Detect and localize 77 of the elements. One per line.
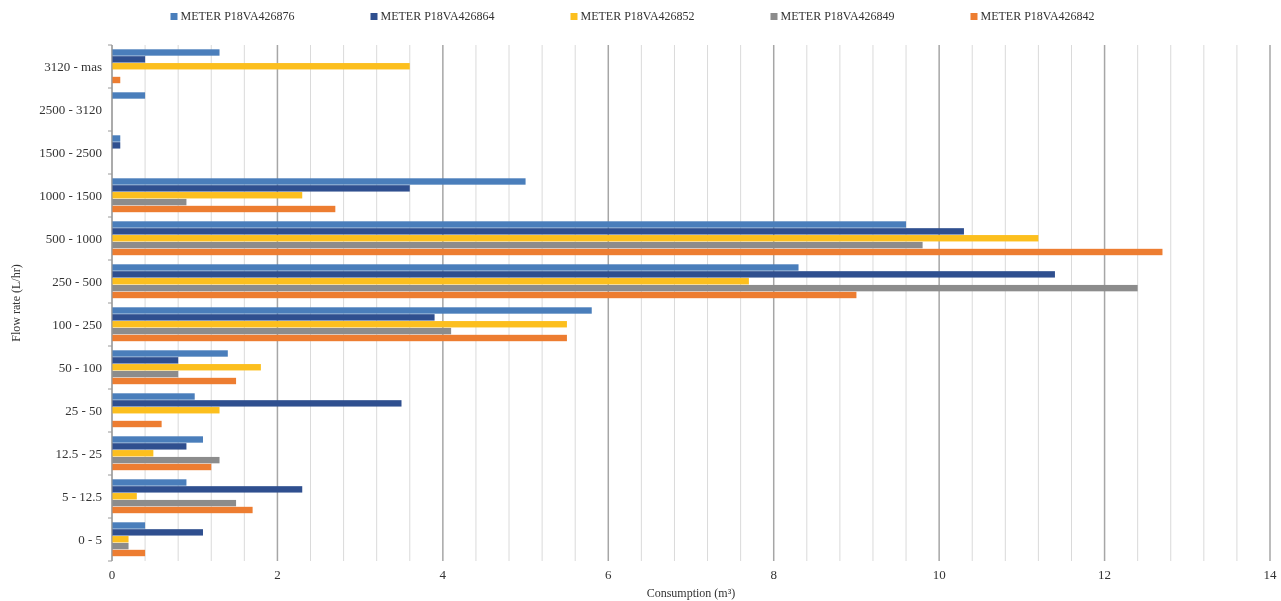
- bar: [112, 185, 410, 192]
- x-tick-label: 2: [274, 567, 281, 582]
- bar: [112, 493, 137, 500]
- y-tick-label: 25 - 50: [65, 403, 102, 419]
- bar: [112, 241, 923, 249]
- bar: [112, 92, 146, 99]
- y-tick-label: 100 - 250: [52, 317, 102, 333]
- bar: [112, 278, 749, 285]
- y-tick-label: 12.5 - 25: [55, 446, 102, 462]
- bar: [112, 221, 907, 228]
- bar: [112, 49, 220, 56]
- bar: [112, 264, 799, 271]
- bar: [112, 499, 237, 507]
- bar: [112, 479, 187, 486]
- bar: [112, 450, 154, 457]
- bar: [112, 56, 146, 63]
- bar: [112, 284, 1138, 292]
- legend-label: METER P18VA426849: [780, 9, 895, 23]
- legend-label: METER P18VA426864: [380, 9, 495, 23]
- x-tick-label: 6: [605, 567, 613, 582]
- bar: [112, 235, 1039, 242]
- bar: [112, 135, 121, 142]
- y-tick-label: 500 - 1000: [45, 231, 102, 247]
- legend-label: METER P18VA426852: [580, 9, 695, 23]
- bar: [112, 529, 203, 536]
- y-tick-label: 1000 - 1500: [39, 188, 102, 204]
- bar: [112, 456, 220, 464]
- bar: [112, 463, 212, 471]
- x-axis-title: Consumption (m³): [646, 586, 736, 600]
- y-tick-label: 50 - 100: [58, 360, 102, 376]
- bar: [112, 486, 303, 493]
- bar: [112, 393, 195, 400]
- bar: [112, 400, 402, 407]
- bar: [112, 357, 179, 364]
- y-axis-title: Flow rate (L/hr): [9, 264, 23, 342]
- x-tick-label: 12: [1098, 567, 1112, 582]
- bar: [112, 506, 253, 514]
- bar: [112, 321, 567, 328]
- bar: [112, 307, 592, 314]
- bar: [112, 228, 964, 235]
- x-tick-label: 0: [108, 567, 116, 582]
- legend-label: METER P18VA426876: [180, 9, 295, 23]
- bar: [112, 364, 261, 371]
- bar: [112, 327, 452, 335]
- bar: [112, 178, 526, 185]
- bar: [112, 407, 220, 414]
- bar: [112, 350, 228, 357]
- x-tick-label: 8: [770, 567, 777, 582]
- bar: [112, 370, 179, 378]
- bar: [112, 192, 303, 199]
- bar: [112, 271, 1055, 278]
- bar: [112, 443, 187, 450]
- bar: [112, 63, 410, 70]
- bar: [112, 291, 857, 299]
- bar: [112, 542, 129, 550]
- bar: [112, 248, 1163, 256]
- bar: [112, 198, 187, 206]
- bar: [112, 436, 203, 443]
- x-tick-label: 14: [1263, 567, 1277, 582]
- y-tick-label: 0 - 5: [78, 532, 102, 548]
- bar: [112, 536, 129, 543]
- bar: [112, 142, 121, 149]
- x-tick-label: 10: [932, 567, 946, 582]
- bar: [112, 205, 336, 213]
- bar: [112, 377, 237, 385]
- legend-label: METER P18VA426842: [980, 9, 1095, 23]
- bar: [112, 420, 162, 428]
- bar: [112, 314, 435, 321]
- y-tick-label: 1500 - 2500: [39, 145, 102, 161]
- y-tick-label: 3120 - mas: [44, 59, 102, 75]
- bar: [112, 334, 567, 342]
- bar: [112, 522, 146, 529]
- bar: [112, 549, 146, 557]
- y-tick-label: 5 - 12.5: [61, 489, 102, 505]
- y-tick-label: 250 - 500: [52, 274, 102, 290]
- x-tick-label: 4: [439, 567, 447, 582]
- y-tick-label: 2500 - 3120: [39, 102, 102, 118]
